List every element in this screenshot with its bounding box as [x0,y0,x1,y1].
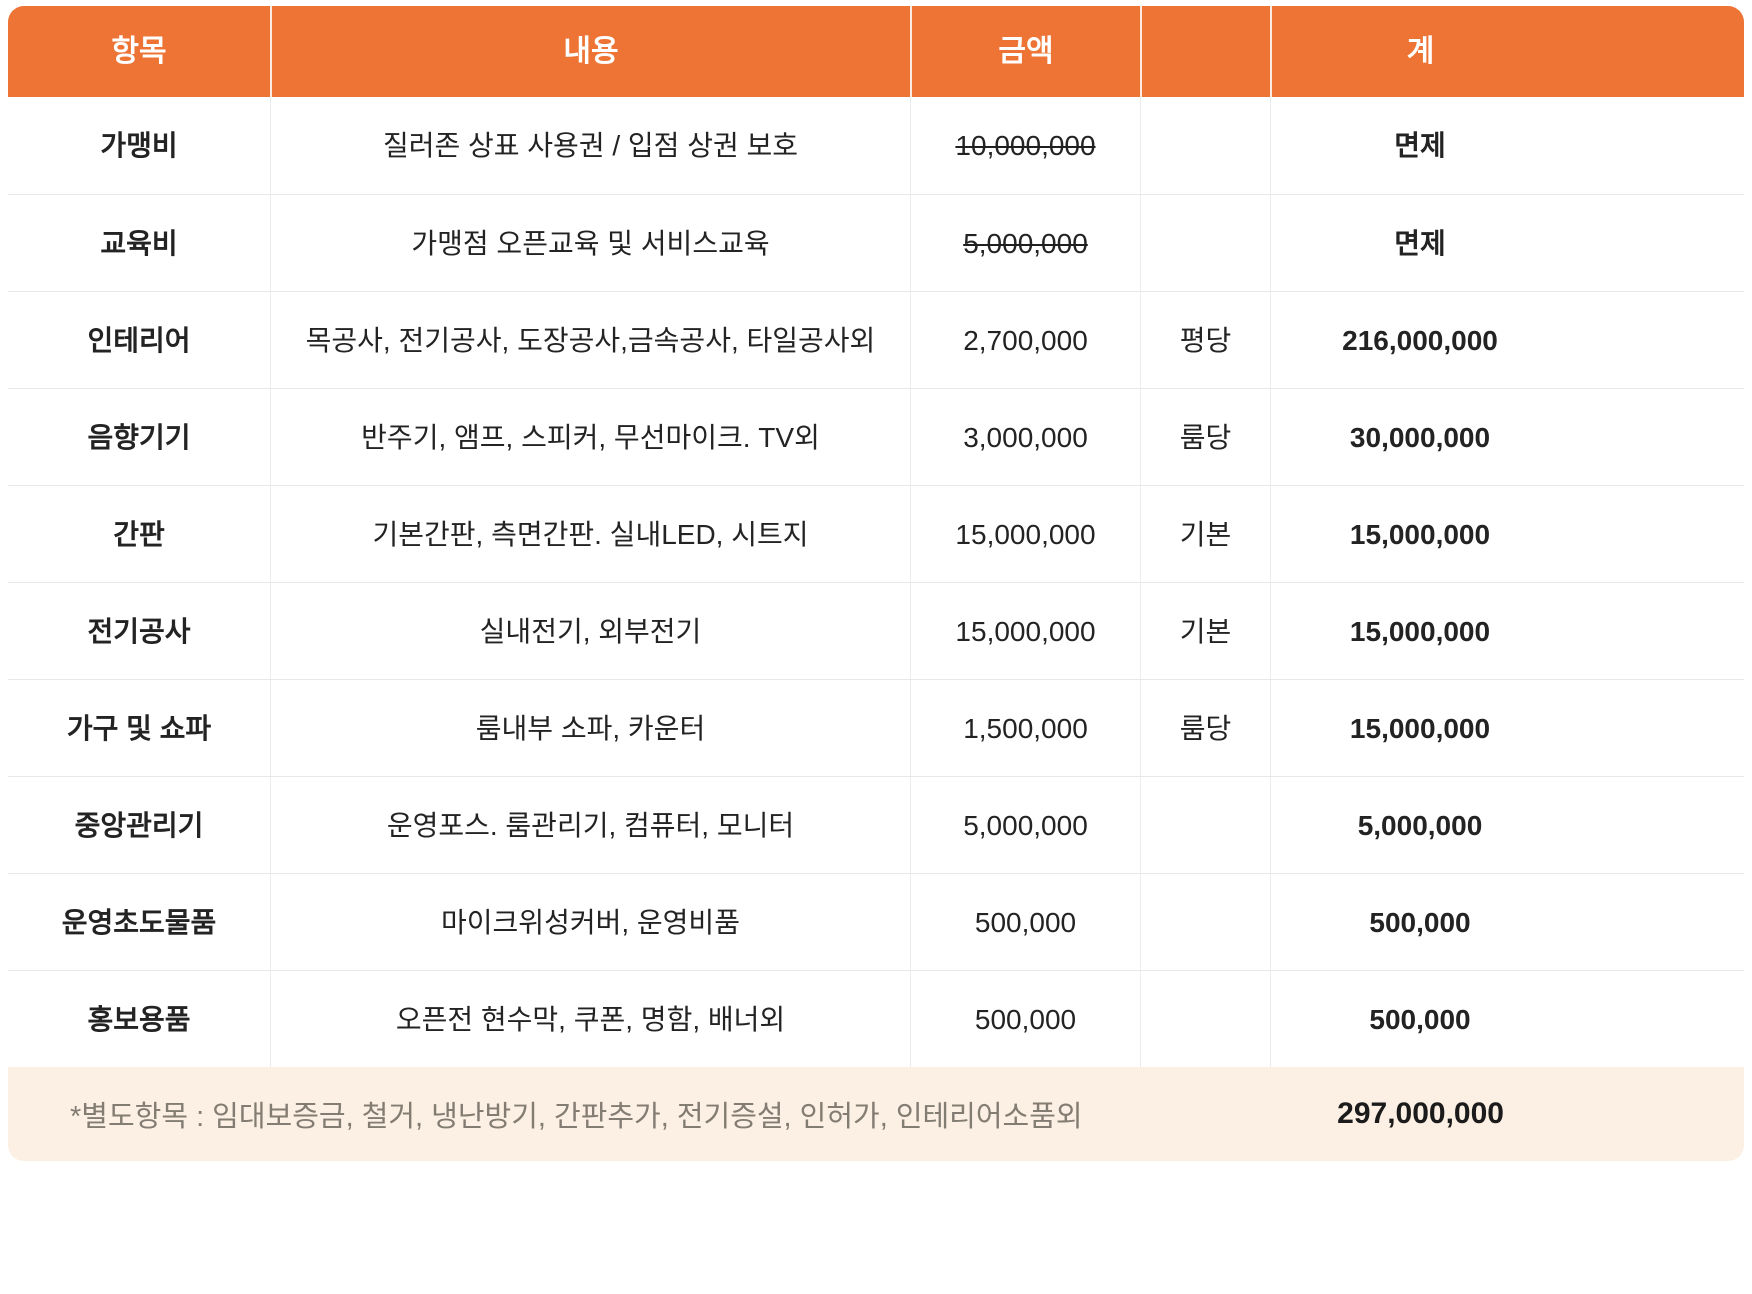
row-unit-label: 룸당 [1140,680,1270,776]
row-amount-value: 500,000 [910,971,1140,1067]
row-content-text: 마이크위성커버, 운영비품 [270,874,910,970]
table-header: 항목 내용 금액 계 [8,6,1744,97]
row-unit-label [1140,97,1270,194]
table-row: 가구 및 쇼파 룸내부 소파, 카운터 1,500,000 룸당 15,000,… [8,679,1744,776]
grand-total-value: 297,000,000 [1337,1097,1504,1130]
table-row: 전기공사 실내전기, 외부전기 15,000,000 기본 15,000,000 [8,582,1744,679]
row-amount-value: 10,000,000 [910,97,1140,194]
row-amount-value: 2,700,000 [910,292,1140,388]
row-item-label: 교육비 [100,227,178,259]
row-item-label: 중앙관리기 [74,809,204,841]
row-amount-value: 1,500,000 [910,680,1140,776]
row-amount-value: 5,000,000 [910,777,1140,873]
table-row: 중앙관리기 운영포스. 룸관리기, 컴퓨터, 모니터 5,000,000 5,0… [8,776,1744,873]
row-amount-value: 500,000 [910,874,1140,970]
row-total-value: 500,000 [1270,874,1744,970]
row-total-value: 30,000,000 [1270,389,1744,485]
row-item-label: 홍보용품 [87,1003,191,1035]
table-row: 교육비 가맹점 오픈교육 및 서비스교육 5,000,000 면제 [8,194,1744,291]
row-content-text: 운영포스. 룸관리기, 컴퓨터, 모니터 [270,777,910,873]
row-item-label: 운영초도물품 [61,906,217,938]
row-unit-label [1140,777,1270,873]
row-unit-label: 평당 [1140,292,1270,388]
row-content-text: 목공사, 전기공사, 도장공사,금속공사, 타일공사외 [270,292,910,388]
row-total-value: 면제 [1270,97,1744,194]
row-amount-value: 3,000,000 [910,389,1140,485]
row-item-label: 전기공사 [87,615,191,647]
row-item-label: 인테리어 [87,324,191,356]
row-content-text: 룸내부 소파, 카운터 [270,680,910,776]
row-unit-label [1140,971,1270,1067]
row-content-text: 반주기, 앰프, 스피커, 무선마이크. TV외 [270,389,910,485]
franchise-startup-cost-table: 항목 내용 금액 계 가맹비 질러존 상표 사용권 / 입점 상권 보호 10,… [8,6,1744,1161]
row-total-value: 5,000,000 [1270,777,1744,873]
row-unit-label [1140,195,1270,291]
table-row: 가맹비 질러존 상표 사용권 / 입점 상권 보호 10,000,000 면제 [8,97,1744,194]
row-total-value: 216,000,000 [1270,292,1744,388]
extra-items-note: *별도항목 : 임대보증금, 철거, 냉난방기, 간판추가, 전기증설, 인허가… [70,1101,1083,1133]
row-unit-label [1140,874,1270,970]
header-unit [1140,6,1270,97]
row-item-label: 가구 및 쇼파 [66,712,212,744]
row-total-value: 500,000 [1270,971,1744,1067]
table-row: 운영초도물품 마이크위성커버, 운영비품 500,000 500,000 [8,873,1744,970]
row-amount-value: 15,000,000 [910,583,1140,679]
row-content-text: 질러존 상표 사용권 / 입점 상권 보호 [270,97,910,194]
row-total-value: 면제 [1270,195,1744,291]
header-amount: 금액 [910,6,1140,97]
row-content-text: 가맹점 오픈교육 및 서비스교육 [270,195,910,291]
row-content-text: 실내전기, 외부전기 [270,583,910,679]
row-total-value: 15,000,000 [1270,583,1744,679]
table-row: 홍보용품 오픈전 현수막, 쿠폰, 명함, 배너외 500,000 500,00… [8,970,1744,1067]
header-item: 항목 [111,34,167,68]
row-amount-value: 5,000,000 [910,195,1140,291]
row-total-value: 15,000,000 [1270,680,1744,776]
row-unit-label: 기본 [1140,486,1270,582]
table-row: 음향기기 반주기, 앰프, 스피커, 무선마이크. TV외 3,000,000 … [8,388,1744,485]
table-row: 인테리어 목공사, 전기공사, 도장공사,금속공사, 타일공사외 2,700,0… [8,291,1744,388]
table-footer: *별도항목 : 임대보증금, 철거, 냉난방기, 간판추가, 전기증설, 인허가… [8,1067,1744,1161]
row-total-value: 15,000,000 [1270,486,1744,582]
row-amount-value: 15,000,000 [910,486,1140,582]
header-total: 계 [1270,6,1744,97]
row-content-text: 기본간판, 측면간판. 실내LED, 시트지 [270,486,910,582]
row-item-label: 가맹비 [100,130,178,161]
table-row: 간판 기본간판, 측면간판. 실내LED, 시트지 15,000,000 기본 … [8,485,1744,582]
row-item-label: 음향기기 [87,421,191,453]
row-item-label: 간판 [113,518,165,550]
row-unit-label: 룸당 [1140,389,1270,485]
row-content-text: 오픈전 현수막, 쿠폰, 명함, 배너외 [270,971,910,1067]
header-content: 내용 [270,6,910,97]
row-unit-label: 기본 [1140,583,1270,679]
